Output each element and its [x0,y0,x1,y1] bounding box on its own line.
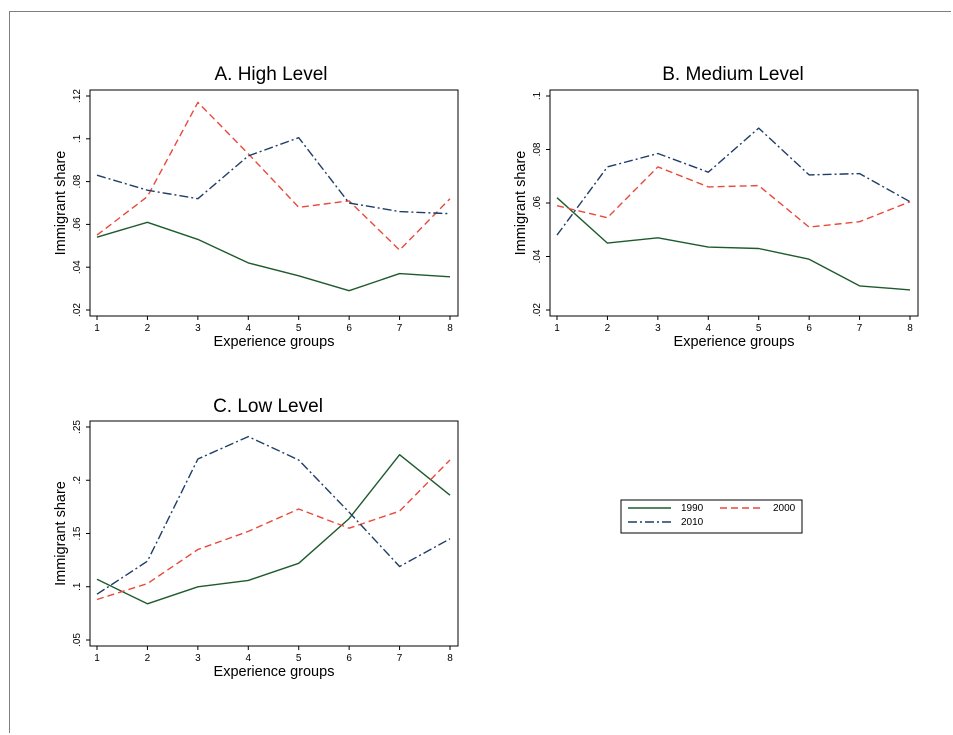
y-tick-label: .06 [72,217,83,231]
y-tick-label: .08 [72,174,83,188]
x-axis-label-3: Experience groups [214,664,335,680]
series-line-1990-panel-1 [96,221,451,292]
y-tick-label: .06 [532,196,543,210]
x-tick-label: 6 [346,323,352,334]
x-tick-label: 4 [246,323,252,334]
series-line-2000-panel-3 [96,459,451,601]
x-tick-label: 3 [195,653,201,664]
x-tick-label: 6 [806,323,812,334]
series-line-1990-panel-3 [96,454,451,605]
x-tick-label: 2 [605,323,611,334]
x-tick-label: 5 [296,323,302,334]
x-tick-label: 4 [246,653,252,664]
x-tick-label: 2 [145,323,151,334]
figure-frame [9,11,951,733]
series-line-2010-panel-3 [96,435,451,595]
x-tick-label: 7 [397,653,403,664]
legend-label-2010: 2010 [681,517,704,528]
x-tick-label: 3 [655,323,661,334]
plot-area-2 [549,89,919,317]
y-tick-label: .25 [72,420,83,434]
x-axis-label-1: Experience groups [214,334,335,350]
x-tick-label: 2 [145,653,151,664]
x-tick-label: 1 [94,323,100,334]
x-tick-label: 8 [447,323,453,334]
y-tick-label: .02 [532,303,543,317]
x-tick-label: 1 [554,323,560,334]
y-tick-label: .1 [72,134,83,143]
chart-title-1: A. High Level [214,64,327,85]
series-line-2000-panel-1 [96,101,451,251]
series-line-2010-panel-1 [96,136,451,215]
y-axis-label-2: Immigrant share [513,151,529,256]
legend-label-2000: 2000 [773,503,796,514]
x-tick-label: 3 [195,323,201,334]
y-tick-label: .1 [72,582,83,591]
y-tick-label: .02 [72,303,83,317]
y-tick-label: .08 [532,142,543,156]
y-tick-label: .04 [532,249,543,263]
x-tick-label: 6 [346,653,352,664]
x-tick-label: 8 [447,653,453,664]
x-tick-label: 4 [706,323,712,334]
plot-area-3 [89,420,459,647]
series-line-2000-panel-2 [556,166,911,228]
x-tick-label: 8 [907,323,913,334]
plot-area-1 [89,89,459,317]
y-axis-label-1: Immigrant share [53,151,69,256]
y-tick-label: .12 [72,89,83,103]
y-tick-label: .1 [532,91,543,100]
chart-title-2: B. Medium Level [662,64,804,85]
x-tick-label: 7 [857,323,863,334]
legend-box [620,499,803,534]
x-tick-label: 5 [756,323,762,334]
chart-title-3: C. Low Level [213,396,323,417]
y-tick-label: .15 [72,526,83,540]
series-line-2010-panel-2 [556,127,911,236]
x-tick-label: 5 [296,653,302,664]
x-tick-label: 1 [94,653,100,664]
y-tick-label: .05 [72,633,83,647]
y-tick-label: .04 [72,260,83,274]
series-line-1990-panel-2 [556,197,911,291]
y-axis-label-3: Immigrant share [53,481,69,586]
x-tick-label: 7 [397,323,403,334]
legend-label-1990: 1990 [681,503,704,514]
y-tick-label: .2 [72,476,83,485]
x-axis-label-2: Experience groups [674,334,795,350]
